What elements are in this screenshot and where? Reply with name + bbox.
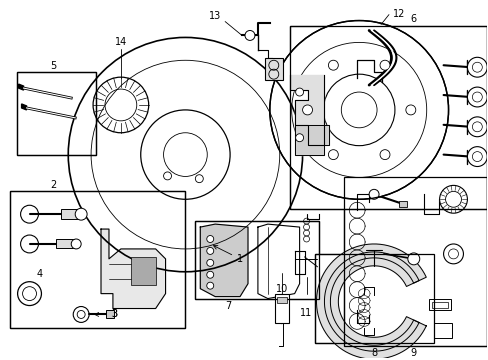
Circle shape bbox=[206, 271, 213, 278]
Polygon shape bbox=[200, 224, 247, 297]
Circle shape bbox=[73, 306, 89, 323]
Bar bbox=[17, 72, 96, 154]
Polygon shape bbox=[257, 224, 299, 298]
Circle shape bbox=[206, 282, 213, 289]
Polygon shape bbox=[21, 104, 26, 110]
Circle shape bbox=[405, 105, 415, 115]
Circle shape bbox=[18, 282, 41, 306]
Bar bbox=[398, 201, 406, 207]
Bar bbox=[344, 177, 486, 346]
Circle shape bbox=[302, 105, 312, 115]
Circle shape bbox=[379, 150, 389, 159]
Bar bbox=[289, 26, 486, 209]
Bar bbox=[56, 239, 76, 248]
Text: 2: 2 bbox=[50, 180, 57, 190]
Text: 10: 10 bbox=[275, 284, 287, 294]
Bar bbox=[10, 192, 185, 328]
Circle shape bbox=[163, 172, 171, 180]
Circle shape bbox=[439, 185, 467, 213]
Circle shape bbox=[75, 208, 87, 220]
Circle shape bbox=[295, 134, 303, 142]
Bar bbox=[17, 72, 96, 154]
Circle shape bbox=[244, 31, 254, 40]
Circle shape bbox=[467, 87, 486, 107]
Bar bbox=[195, 221, 319, 298]
Bar bbox=[274, 294, 288, 323]
Circle shape bbox=[71, 239, 81, 249]
Text: 3: 3 bbox=[111, 310, 117, 319]
Polygon shape bbox=[101, 229, 165, 309]
Circle shape bbox=[407, 253, 419, 265]
Circle shape bbox=[328, 150, 338, 159]
Bar bbox=[428, 298, 449, 310]
Circle shape bbox=[467, 57, 486, 77]
Text: 9: 9 bbox=[410, 348, 416, 358]
Circle shape bbox=[195, 175, 203, 183]
Bar bbox=[10, 192, 185, 328]
Text: 3: 3 bbox=[95, 310, 117, 319]
Bar bbox=[433, 323, 450, 338]
Circle shape bbox=[269, 21, 447, 199]
Circle shape bbox=[368, 189, 378, 199]
Bar bbox=[314, 254, 433, 343]
Circle shape bbox=[467, 147, 486, 167]
Bar bbox=[106, 310, 114, 319]
Bar bbox=[276, 297, 286, 302]
Bar bbox=[289, 26, 486, 209]
Bar bbox=[131, 257, 155, 285]
Bar bbox=[431, 302, 447, 307]
Text: 12: 12 bbox=[392, 9, 404, 19]
Bar bbox=[314, 254, 433, 343]
Bar bbox=[195, 221, 319, 298]
Circle shape bbox=[467, 117, 486, 137]
Text: 1: 1 bbox=[213, 246, 243, 264]
Circle shape bbox=[20, 205, 39, 223]
Circle shape bbox=[443, 244, 463, 264]
Text: 11: 11 bbox=[300, 309, 312, 319]
Polygon shape bbox=[324, 252, 418, 351]
Polygon shape bbox=[294, 125, 329, 154]
Circle shape bbox=[206, 235, 213, 243]
Text: 5: 5 bbox=[50, 61, 57, 71]
Circle shape bbox=[206, 247, 213, 255]
Polygon shape bbox=[19, 84, 23, 90]
Circle shape bbox=[295, 88, 303, 96]
Circle shape bbox=[379, 60, 389, 70]
Bar bbox=[264, 58, 282, 80]
Circle shape bbox=[206, 259, 213, 266]
Text: 13: 13 bbox=[209, 10, 221, 21]
Polygon shape bbox=[316, 244, 426, 359]
Bar bbox=[61, 209, 83, 219]
Polygon shape bbox=[289, 75, 324, 145]
Text: 14: 14 bbox=[115, 37, 127, 48]
Text: 4: 4 bbox=[36, 269, 42, 279]
Circle shape bbox=[20, 235, 39, 253]
Bar bbox=[344, 177, 486, 346]
Text: 8: 8 bbox=[370, 348, 376, 358]
Text: 6: 6 bbox=[410, 14, 416, 23]
Circle shape bbox=[328, 60, 338, 70]
Text: 7: 7 bbox=[224, 301, 231, 311]
